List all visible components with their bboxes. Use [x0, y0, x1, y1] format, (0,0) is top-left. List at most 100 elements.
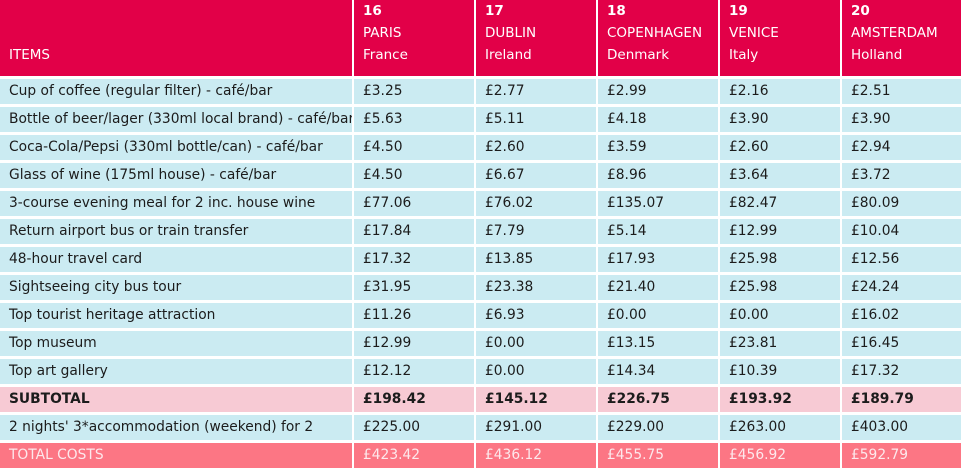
price-cell: £225.00 — [354, 415, 474, 443]
item-label: Return airport bus or train transfer — [0, 219, 352, 247]
price-cell: £3.72 — [842, 163, 961, 191]
price-cell: £291.00 — [476, 415, 596, 443]
price-cell: £8.96 — [598, 163, 718, 191]
price-cell: £11.26 — [354, 303, 474, 331]
city-rank: 20 — [851, 3, 870, 19]
country-name: Italy — [729, 47, 759, 63]
price-cell: £229.00 — [598, 415, 718, 443]
price-cell: £25.98 — [720, 247, 840, 275]
table-row: 3-course evening meal for 2 inc. house w… — [0, 191, 961, 219]
price-cell: £82.47 — [720, 191, 840, 219]
price-cell: £3.25 — [354, 79, 474, 107]
subtotal-cell: £198.42 — [354, 387, 474, 415]
price-cell: £16.45 — [842, 331, 961, 359]
items-column-header: ITEMS — [0, 0, 352, 79]
price-cell: £0.00 — [720, 303, 840, 331]
price-cell: £0.00 — [476, 331, 596, 359]
header-row: ITEMS 16 PARIS France 17 DUBLIN Ireland … — [0, 0, 961, 79]
price-cell: £3.64 — [720, 163, 840, 191]
price-cell: £6.93 — [476, 303, 596, 331]
country-name: Holland — [851, 47, 903, 63]
table-row: Top art gallery £12.12 £0.00 £14.34 £10.… — [0, 359, 961, 387]
total-cell: £423.42 — [354, 443, 474, 468]
price-cell: £17.32 — [842, 359, 961, 387]
city-column-header-amsterdam: 20 AMSTERDAM Holland — [842, 0, 961, 79]
table-row: Cup of coffee (regular filter) - café/ba… — [0, 79, 961, 107]
accommodation-row: 2 nights' 3*accommodation (weekend) for … — [0, 415, 961, 443]
subtotal-cell: £189.79 — [842, 387, 961, 415]
item-label: Coca-Cola/Pepsi (330ml bottle/can) - caf… — [0, 135, 352, 163]
price-cell: £17.84 — [354, 219, 474, 247]
price-cell: £135.07 — [598, 191, 718, 219]
city-rank: 16 — [363, 3, 382, 19]
price-cell: £14.34 — [598, 359, 718, 387]
price-cell: £2.77 — [476, 79, 596, 107]
country-name: Denmark — [607, 47, 670, 63]
price-cell: £2.60 — [720, 135, 840, 163]
price-cell: £12.12 — [354, 359, 474, 387]
price-cell: £17.93 — [598, 247, 718, 275]
subtotal-cell: £226.75 — [598, 387, 718, 415]
item-label: Top art gallery — [0, 359, 352, 387]
price-cell: £3.90 — [720, 107, 840, 135]
price-cell: £0.00 — [476, 359, 596, 387]
table-row: Sightseeing city bus tour £31.95 £23.38 … — [0, 275, 961, 303]
price-cell: £4.50 — [354, 163, 474, 191]
price-cell: £31.95 — [354, 275, 474, 303]
price-cell: £80.09 — [842, 191, 961, 219]
total-cell: £455.75 — [598, 443, 718, 468]
item-label: Cup of coffee (regular filter) - café/ba… — [0, 79, 352, 107]
price-cell: £5.14 — [598, 219, 718, 247]
city-name: DUBLIN — [485, 25, 537, 41]
table-row: Coca-Cola/Pepsi (330ml bottle/can) - caf… — [0, 135, 961, 163]
price-cell: £16.02 — [842, 303, 961, 331]
city-name: VENICE — [729, 25, 779, 41]
table-row: Bottle of beer/lager (330ml local brand)… — [0, 107, 961, 135]
item-label: 48-hour travel card — [0, 247, 352, 275]
total-cell: £592.79 — [842, 443, 961, 468]
price-cell: £23.38 — [476, 275, 596, 303]
city-column-header-dublin: 17 DUBLIN Ireland — [476, 0, 596, 79]
price-cell: £12.99 — [720, 219, 840, 247]
city-column-header-copenhagen: 18 COPENHAGEN Denmark — [598, 0, 718, 79]
city-name: PARIS — [363, 25, 402, 41]
accommodation-label: 2 nights' 3*accommodation (weekend) for … — [0, 415, 352, 443]
table-row: Top museum £12.99 £0.00 £13.15 £23.81 £1… — [0, 331, 961, 359]
total-costs-row: TOTAL COSTS £423.42 £436.12 £455.75 £456… — [0, 443, 961, 468]
price-cell: £6.67 — [476, 163, 596, 191]
city-rank: 19 — [729, 3, 748, 19]
item-label: Glass of wine (175ml house) - café/bar — [0, 163, 352, 191]
price-cell: £2.99 — [598, 79, 718, 107]
price-cell: £263.00 — [720, 415, 840, 443]
city-column-header-paris: 16 PARIS France — [354, 0, 474, 79]
price-cell: £12.99 — [354, 331, 474, 359]
price-cell: £23.81 — [720, 331, 840, 359]
item-label: Top museum — [0, 331, 352, 359]
item-label: Sightseeing city bus tour — [0, 275, 352, 303]
table-row: Top tourist heritage attraction £11.26 £… — [0, 303, 961, 331]
price-cell: £24.24 — [842, 275, 961, 303]
country-name: Ireland — [485, 47, 532, 63]
price-cell: £2.60 — [476, 135, 596, 163]
subtotal-label: SUBTOTAL — [0, 387, 352, 415]
price-cell: £12.56 — [842, 247, 961, 275]
subtotal-cell: £193.92 — [720, 387, 840, 415]
price-cell: £5.11 — [476, 107, 596, 135]
total-cell: £456.92 — [720, 443, 840, 468]
price-cell: £76.02 — [476, 191, 596, 219]
price-cell: £2.16 — [720, 79, 840, 107]
subtotal-row: SUBTOTAL £198.42 £145.12 £226.75 £193.92… — [0, 387, 961, 415]
price-cell: £3.90 — [842, 107, 961, 135]
price-cell: £17.32 — [354, 247, 474, 275]
price-cell: £10.39 — [720, 359, 840, 387]
subtotal-cell: £145.12 — [476, 387, 596, 415]
price-cell: £2.51 — [842, 79, 961, 107]
table-row: Return airport bus or train transfer £17… — [0, 219, 961, 247]
city-column-header-venice: 19 VENICE Italy — [720, 0, 840, 79]
price-cell: £10.04 — [842, 219, 961, 247]
items-header-label: ITEMS — [9, 47, 50, 63]
total-costs-label: TOTAL COSTS — [0, 443, 352, 468]
price-cell: £77.06 — [354, 191, 474, 219]
item-label: 3-course evening meal for 2 inc. house w… — [0, 191, 352, 219]
